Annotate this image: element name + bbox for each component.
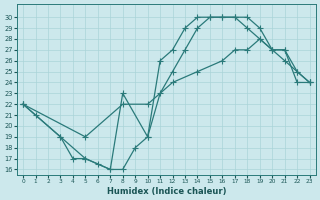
X-axis label: Humidex (Indice chaleur): Humidex (Indice chaleur) (107, 187, 226, 196)
